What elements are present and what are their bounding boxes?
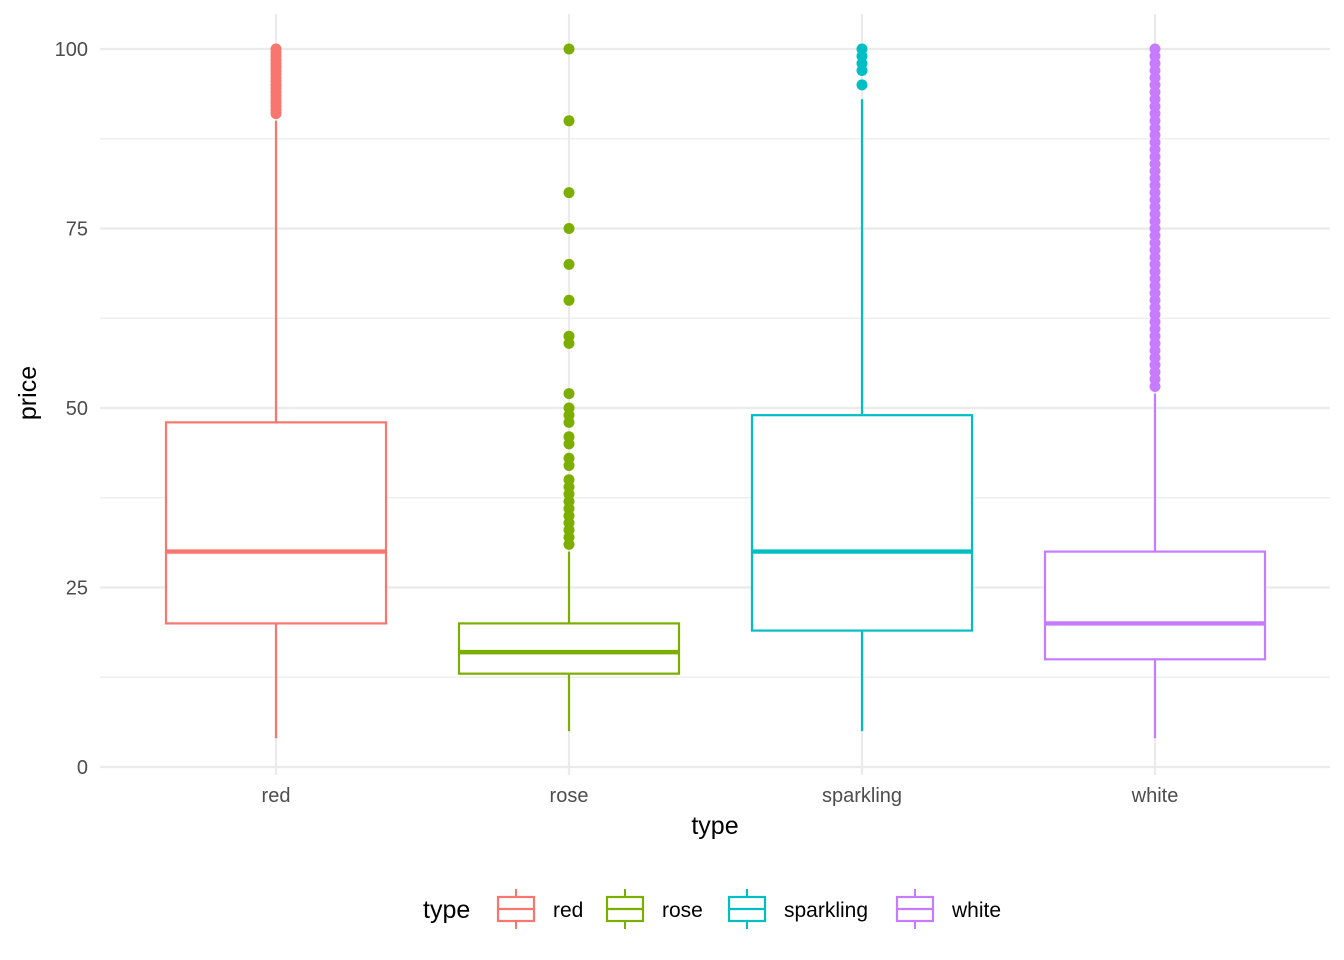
legend-item-sparkling: sparkling — [727, 889, 868, 929]
box-red — [164, 43, 388, 739]
outlier-point — [563, 43, 575, 55]
y-tick-label: 50 — [66, 398, 88, 420]
legend-label: sparkling — [784, 899, 868, 922]
outlier-point — [563, 258, 575, 270]
box-sparkling — [750, 43, 974, 732]
box-rose — [457, 43, 681, 732]
outlier-point — [563, 223, 575, 234]
outlier-point — [563, 187, 575, 199]
outlier-point — [563, 452, 575, 464]
legend-label: rose — [662, 899, 703, 922]
outlier-point — [856, 79, 868, 91]
x-tick-label: red — [262, 785, 291, 807]
legend: type red rose sparkling white — [423, 889, 1001, 929]
outlier-point — [856, 43, 868, 55]
y-axis-ticks: 0 25 50 75 100 — [55, 39, 88, 779]
x-tick-label: white — [1131, 785, 1179, 807]
y-axis-title: price — [14, 366, 42, 420]
outlier-point — [563, 294, 575, 306]
outlier-point — [563, 115, 575, 127]
y-tick-label: 75 — [66, 219, 88, 241]
grid-lines — [100, 14, 1330, 775]
outlier-point — [563, 402, 575, 414]
box-plots — [164, 43, 1267, 739]
legend-item-red: red — [496, 889, 583, 929]
box-iqr — [1043, 550, 1267, 661]
legend-label: white — [951, 899, 1001, 922]
y-tick-label: 25 — [66, 578, 88, 600]
x-tick-label: rose — [550, 785, 589, 807]
box-iqr — [164, 421, 388, 625]
y-tick-label: 0 — [77, 757, 88, 779]
outlier-point — [563, 474, 575, 486]
outlier-point — [563, 388, 575, 400]
outlier-point — [563, 330, 575, 342]
outlier-point — [563, 431, 575, 443]
legend-label: red — [553, 899, 583, 922]
legend-item-rose: rose — [605, 889, 703, 929]
legend-item-white: white — [895, 889, 1001, 929]
x-axis-title: type — [691, 812, 738, 840]
outlier-point — [1149, 43, 1161, 55]
x-axis-ticks: red rose sparkling white — [262, 785, 1179, 807]
box-iqr — [750, 414, 974, 632]
legend-title: type — [423, 896, 470, 924]
x-tick-label: sparkling — [822, 785, 902, 807]
box-iqr — [457, 622, 681, 675]
box-white — [1043, 43, 1267, 739]
outlier-point — [270, 43, 282, 55]
y-tick-label: 100 — [55, 39, 88, 61]
